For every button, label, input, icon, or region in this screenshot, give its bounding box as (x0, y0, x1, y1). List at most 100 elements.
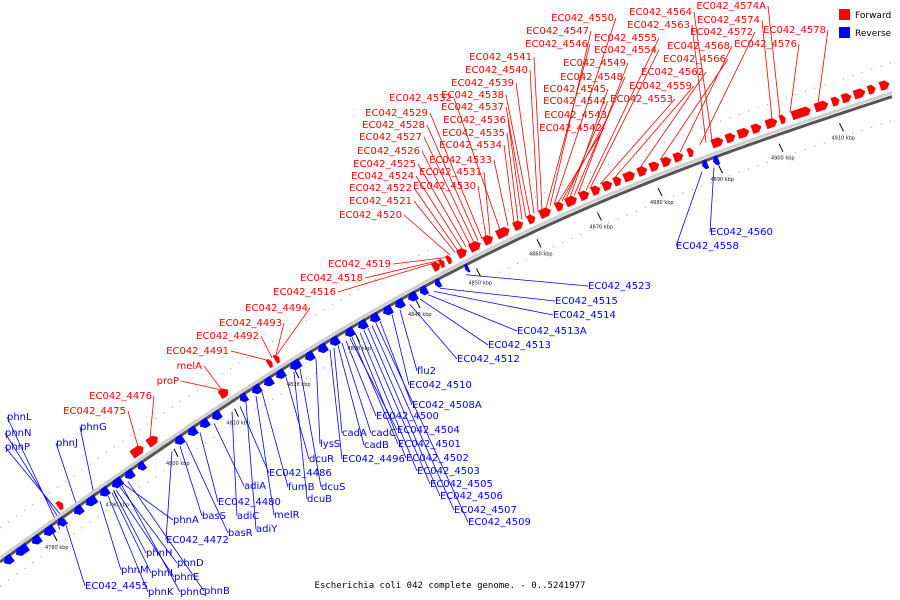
gene-label: EC042_4534 (439, 140, 502, 151)
gene-label: EC042_4455 (85, 581, 148, 592)
reverse-gene (252, 383, 263, 395)
forward-gene (622, 171, 636, 183)
forward-gene (512, 220, 524, 232)
reverse-gene (100, 485, 111, 497)
forward-gene (672, 152, 684, 163)
forward-gene (830, 96, 840, 107)
gene-label: EC042_4510 (409, 380, 472, 391)
gene-label: EC042_4525 (353, 159, 416, 170)
tick-label: 4870 kbp (590, 225, 614, 231)
forward-gene (852, 88, 866, 100)
forward-track (0, 62, 893, 529)
reverse-gene (408, 290, 419, 302)
gene-label: EC042_4553 (610, 94, 673, 105)
gene-label: EC042_4536 (443, 115, 506, 126)
leader-line (817, 29, 829, 104)
gene-label: EC042_4512 (457, 354, 520, 365)
leader-line (577, 62, 629, 194)
gene-label: lysS (320, 439, 340, 450)
leader-line (341, 342, 372, 434)
gene-label: EC042_4554 (594, 45, 657, 56)
leader-line (4, 432, 65, 527)
gene-label: EC042_4520 (339, 210, 402, 221)
reverse-gene (138, 460, 148, 471)
gene-labels: EC042_4475 EC042_4476 proP melA EC042_4491 EC… (5, 1, 826, 598)
forward-gene (686, 147, 694, 158)
leader-line (199, 432, 219, 503)
leader-line (505, 106, 527, 218)
forward-gene (217, 388, 229, 400)
forward-gene (866, 84, 876, 95)
leader-line (65, 525, 86, 587)
leader-line (429, 112, 483, 239)
reverse-gene (370, 311, 381, 323)
leader-line (165, 451, 173, 541)
forward-gene (778, 114, 786, 125)
leader-line (255, 395, 275, 516)
gene-label: EC042_4562 (641, 67, 704, 78)
gene-label: EC042_4578 (763, 25, 826, 36)
leader-line (709, 167, 715, 233)
gene-label: phnE (174, 572, 199, 583)
gene-label: EC042_4515 (555, 296, 618, 307)
gene-label: phnP (5, 442, 30, 453)
leader-line (364, 259, 441, 279)
tick-label: 4820 kbp (287, 382, 311, 388)
leader-line (123, 484, 174, 521)
gene-label: phnN (5, 428, 32, 439)
gene-label: phnJ (56, 438, 78, 449)
leader-line (515, 82, 535, 214)
legend-forward-label: Forward (855, 11, 891, 21)
forward-gene (129, 445, 144, 459)
forward-gene (554, 201, 564, 212)
gene-label: phnH (146, 548, 173, 559)
gene-label: EC042_4505 (430, 479, 493, 490)
reverse-gene (435, 278, 443, 288)
leader-line (293, 372, 308, 500)
gene-label: EC042_4475 (63, 406, 126, 417)
gene-label: adiA (244, 481, 266, 492)
reverse-gene (188, 425, 199, 437)
forward-gene (601, 180, 613, 192)
gene-label: EC042_4504 (397, 425, 460, 436)
leader-line (761, 19, 773, 119)
gene-label: flu2 (417, 366, 436, 377)
kbp-tick: 4800 kbp (166, 448, 190, 467)
forward-gene (736, 127, 750, 140)
gene-label: fumB (288, 482, 315, 493)
backbone-shadow (0, 95, 893, 564)
gene-label: EC042_4563 (627, 20, 690, 31)
forward-gene (612, 176, 622, 187)
gene-label: EC042_4486 (269, 468, 332, 479)
leader-line (230, 350, 269, 361)
gene-label: EC042_4516 (273, 287, 336, 298)
leader-line (6, 416, 61, 530)
gene-label: melR (274, 510, 300, 521)
leader-line (545, 43, 591, 209)
leader-line (275, 322, 285, 356)
gene-label: EC042_4539 (451, 78, 514, 89)
reverse-gene (125, 468, 136, 480)
forward-gene (495, 226, 510, 240)
leader-line (613, 85, 695, 179)
reverse-gene (330, 335, 341, 346)
gene-label: EC042_4480 (218, 497, 281, 508)
leader-line (367, 327, 441, 497)
forward-gene (481, 235, 493, 246)
legend-forward-swatch (839, 9, 850, 20)
gene-label: basR (228, 528, 253, 539)
leader-line (433, 291, 554, 316)
leader-line (699, 31, 756, 145)
reverse-gene (4, 553, 15, 565)
forward-gene (813, 100, 829, 113)
leader-line (413, 187, 459, 252)
leader-line (426, 124, 479, 241)
gene-label: EC042_4555 (594, 33, 657, 44)
gene-label: cadB (364, 440, 389, 451)
gene-label: phnC (180, 587, 206, 598)
leader-line (149, 395, 155, 439)
leader-line (285, 376, 310, 460)
gene-label: phnD (177, 558, 204, 569)
